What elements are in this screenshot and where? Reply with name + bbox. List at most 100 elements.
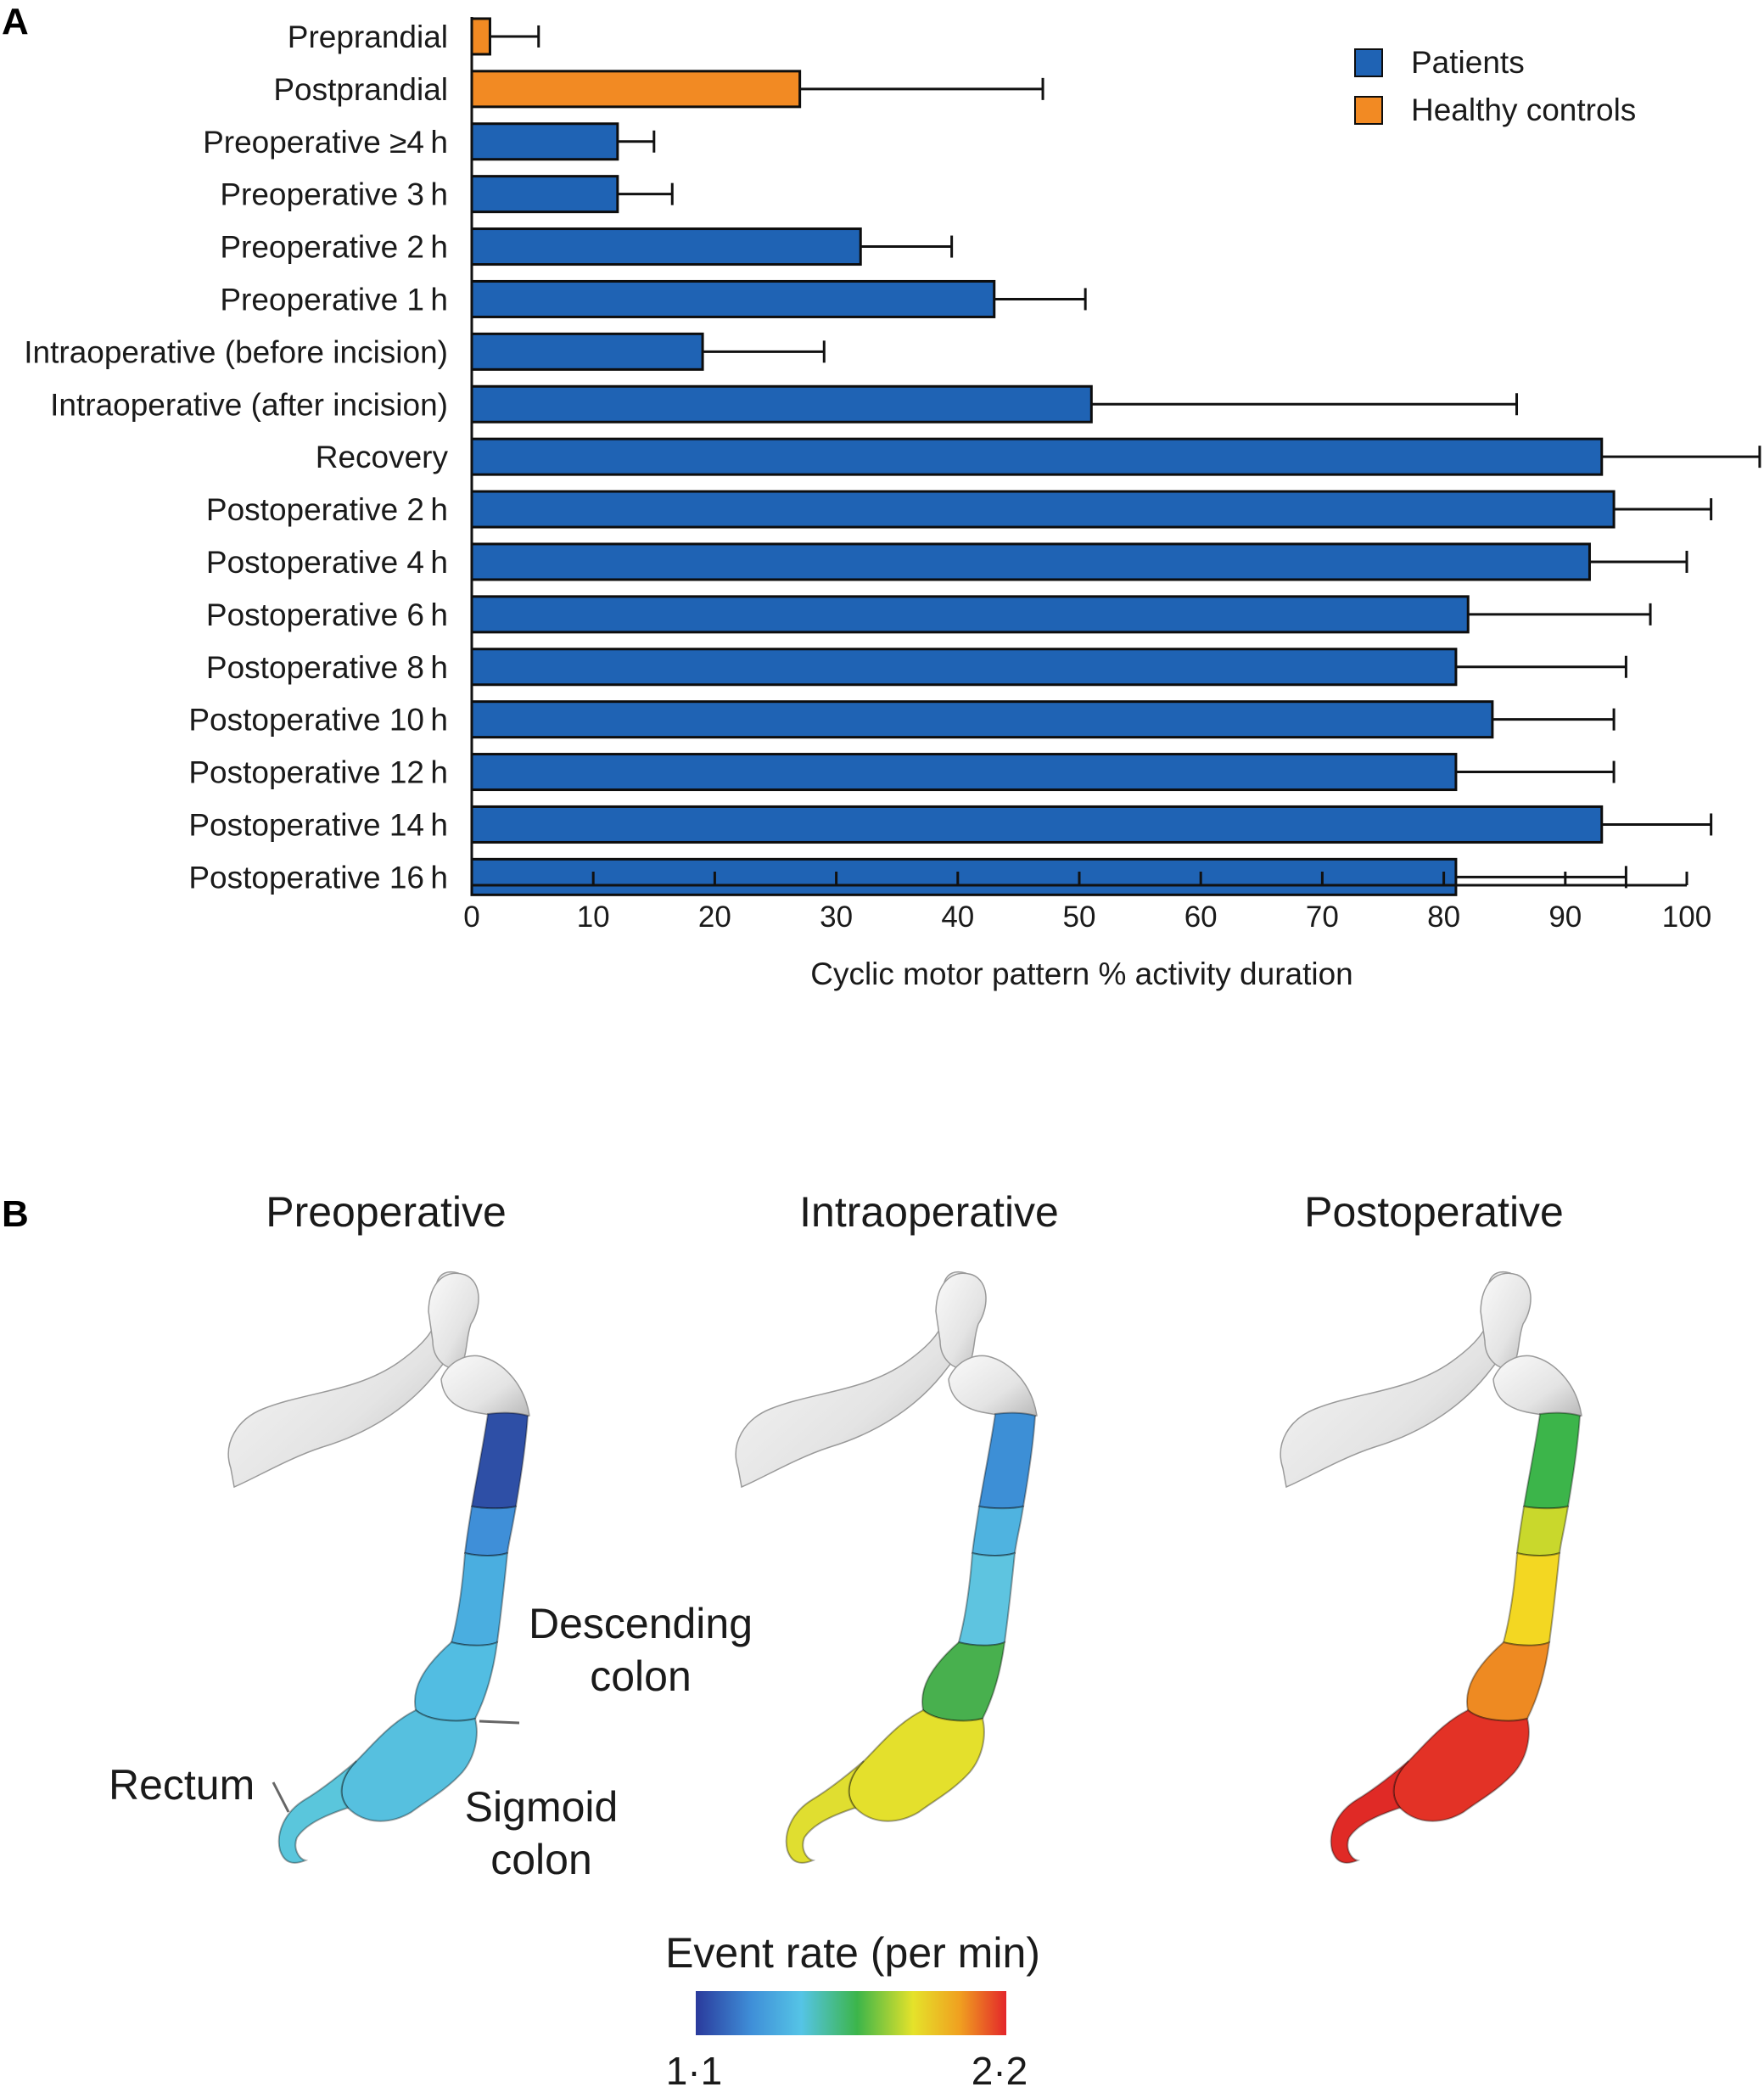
x-tick-label: 10 [577,900,610,934]
category-label: Preoperative 1 h [220,282,448,317]
x-tick-label: 70 [1306,900,1339,934]
category-label: Postprandial [273,72,448,107]
x-tick-label: 80 [1427,900,1460,934]
legend: Patients Healthy controls [1354,45,1636,127]
colon-segment-intraoperative [848,1708,985,1822]
colon-segment-intraoperative [957,1551,1016,1647]
bar-patients [470,384,1093,424]
colon-segment-preoperative [450,1551,509,1647]
legend-label-healthy-controls: Healthy controls [1411,93,1636,127]
category-label: Preoperative ≥4 h [203,125,448,160]
x-tick-label: 90 [1548,900,1582,934]
legend-label-patients: Patients [1411,45,1525,80]
category-label: Postoperative 14 h [188,807,448,842]
x-tick-label: 50 [1063,900,1096,934]
bar-patients [470,700,1494,739]
splenic-flexure-lower-postoperative [1492,1355,1582,1418]
label-sigmoid-line2: colon [490,1836,592,1883]
bar-patients [470,648,1458,687]
error-bars [490,25,1761,889]
rectum-pointer-line [272,1781,290,1813]
bar-patients [470,332,704,371]
bar-patients [470,490,1616,529]
category-label: Intraoperative (after incision) [50,387,448,422]
x-tick-label: 60 [1184,900,1218,934]
colon-segment-preoperative [340,1708,478,1822]
category-label: Recovery [316,440,449,474]
colon-model-preoperative [227,1271,530,1864]
title-preoperative: Preoperative [266,1188,507,1236]
x-tick-label: 40 [941,900,974,934]
category-label: Postoperative 16 h [188,860,448,895]
category-label: Preoperative 3 h [220,177,448,212]
colon-segment-postoperative [1466,1641,1551,1722]
label-rectum: Rectum [109,1761,255,1809]
legend-swatch-healthy-controls [1354,96,1383,125]
colon-segment-preoperative [470,1411,529,1510]
splenic-flexure-lower-preoperative [440,1355,530,1418]
title-intraoperative: Intraoperative [799,1188,1059,1236]
bar-patients [470,175,619,214]
category-label: Postoperative 6 h [206,597,448,632]
colon-segment-preoperative [414,1641,499,1722]
colon-segment-intraoperative [971,1505,1025,1557]
colon-segment-postoperative [1522,1411,1582,1510]
bar-chart: Preprandial Postprandial Preoperative ≥4 h… [24,17,1761,991]
bar-patients [470,595,1470,634]
descending-pointer-line [479,1720,520,1725]
bars [470,17,1616,896]
colon-segment-intraoperative [785,1760,865,1864]
category-label: Postoperative 8 h [206,650,448,685]
splenic-flexure-upper-intraoperative [935,1272,987,1370]
bar-patients [470,857,1458,896]
label-sigmoid-line1: Sigmoid [465,1783,619,1831]
bar-patients [470,805,1604,844]
category-label: Preoperative 2 h [220,230,448,265]
label-descending-line2: colon [590,1652,692,1700]
label-descending-line1: Descending [529,1600,753,1647]
colon-segment-postoperative [1515,1505,1570,1557]
x-tick-label: 0 [463,900,479,934]
bar-patients [470,753,1458,792]
bar-patients [470,227,862,266]
x-tick-label: 30 [820,900,853,934]
category-label: Intraoperative (before incision) [24,334,448,369]
bar-patients [470,542,1591,581]
colorbar [696,1991,1006,2035]
colorbar-min-label: 1·1 [666,2049,722,2087]
colon-segment-intraoperative [977,1411,1037,1510]
category-label: Postoperative 4 h [206,545,448,580]
x-tick-label: 100 [1662,900,1711,934]
x-ticks: 0 10 20 30 40 50 60 70 80 90 100 [463,872,1711,934]
x-tick-label: 20 [698,900,731,934]
bar-patients [470,437,1604,476]
title-postoperative: Postoperative [1304,1188,1564,1236]
bar-healthy [470,17,491,56]
colon-model-postoperative [1280,1271,1582,1864]
legend-swatch-patients [1354,48,1383,77]
splenic-flexure-upper-postoperative [1480,1272,1532,1370]
colon-segment-postoperative [1502,1551,1561,1647]
splenic-flexure-upper-preoperative [428,1272,479,1370]
colon-segment-preoperative [277,1760,357,1864]
colon-segment-intraoperative [921,1641,1006,1722]
category-label: Postoperative 12 h [188,755,448,790]
category-label: Postoperative 10 h [188,703,448,738]
colorbar-title: Event rate (per min) [665,1929,1040,1977]
panel-a-letter: A [2,1,29,42]
colorbar-max-label: 2·2 [972,2049,1028,2087]
bar-healthy [470,70,802,109]
colon-segment-postoperative [1330,1760,1409,1864]
colon-segment-preoperative [463,1505,518,1557]
category-labels: Preprandial Postprandial Preoperative ≥4 h… [24,20,448,895]
category-label: Postoperative 2 h [206,492,448,527]
category-label: Preprandial [288,20,448,54]
panel-b-letter: B [2,1193,29,1235]
splenic-flexure-lower-intraoperative [948,1355,1038,1418]
x-axis-title: Cyclic motor pattern % activity duration [810,957,1353,991]
bar-patients [470,122,619,161]
colon-segment-postoperative [1392,1708,1530,1822]
bar-patients [470,279,996,318]
colon-model-intraoperative [735,1271,1038,1864]
